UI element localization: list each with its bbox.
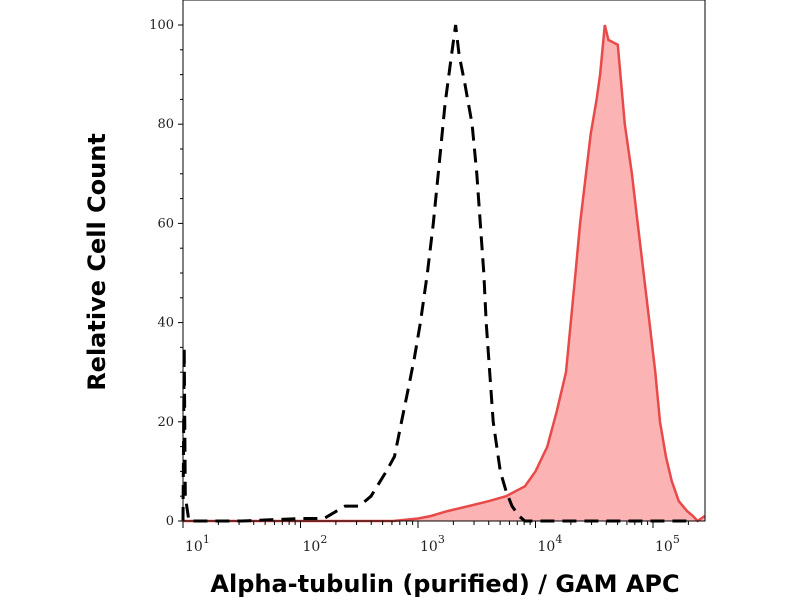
x-tick-label: 101 bbox=[185, 533, 210, 555]
y-tick-label: 100 bbox=[149, 18, 174, 33]
x-tick-label: 104 bbox=[538, 533, 563, 555]
y-tick-label: 0 bbox=[166, 514, 174, 529]
series-layer bbox=[181, 24, 706, 523]
x-axis-label: Alpha-tubulin (purified) / GAM APC bbox=[210, 570, 679, 598]
x-tick-label: 103 bbox=[420, 533, 445, 555]
plot-frame bbox=[182, 0, 706, 522]
y-axis-label: Relative Cell Count bbox=[83, 133, 111, 391]
series-area-fill bbox=[183, 25, 705, 521]
x-tick-label: 102 bbox=[303, 533, 328, 555]
y-tick-label: 80 bbox=[157, 117, 174, 132]
ticks-layer: 0 20 40 60 80 100 101 102 103 104 105 bbox=[149, 18, 689, 555]
y-tick-label: 20 bbox=[157, 415, 174, 430]
series-line-isotype bbox=[181, 24, 689, 523]
y-tick-label: 60 bbox=[157, 216, 174, 231]
x-tick-label: 105 bbox=[655, 533, 680, 555]
y-tick-label: 40 bbox=[157, 316, 174, 331]
series-line-sample bbox=[183, 24, 706, 523]
